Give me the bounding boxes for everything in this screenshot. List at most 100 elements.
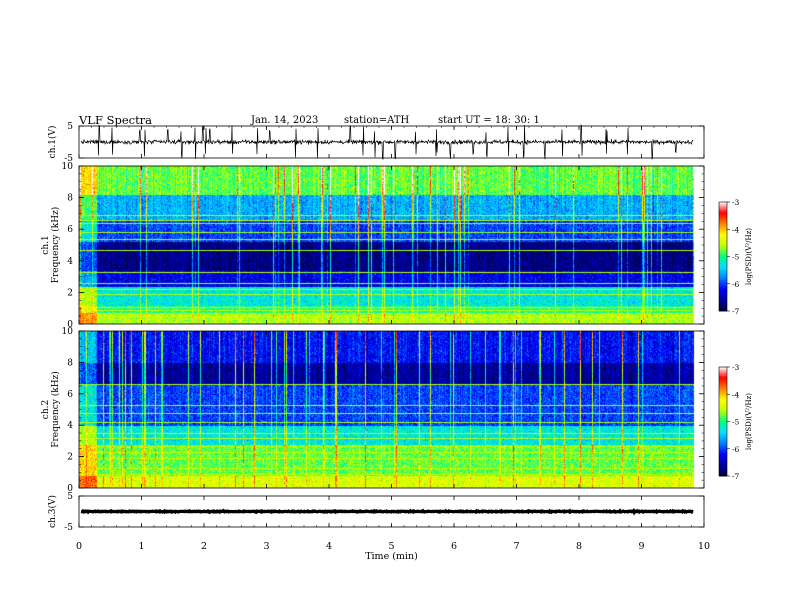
- colorbar-tick-label: -5: [732, 418, 740, 427]
- colorbar-cell: [719, 240, 727, 243]
- y-tick-label: 0: [67, 320, 73, 330]
- colorbar-cell: [719, 307, 727, 310]
- colorbar-cell: [719, 465, 727, 468]
- colorbar-cell: [719, 392, 727, 395]
- colorbar-cell: [719, 376, 727, 379]
- colorbar-cell: [719, 207, 727, 210]
- colorbar-cell: [719, 434, 727, 437]
- colorbar-cell: [719, 301, 727, 305]
- y-tick-label: 4: [67, 257, 73, 267]
- colorbar-cell: [719, 367, 727, 370]
- x-tick-label: 8: [576, 541, 582, 552]
- colorbar-cell: [719, 278, 727, 281]
- colorbar-cell: [719, 243, 727, 246]
- colorbar-cell: [719, 388, 727, 392]
- colorbar-cell: [719, 445, 727, 448]
- colorbar-cell: [719, 414, 727, 417]
- colorbar-cell: [719, 441, 727, 444]
- colorbar-cell: [719, 377, 727, 381]
- colorbar-cell: [719, 211, 727, 214]
- start-time-label: start UT = 18: 30: 1: [438, 115, 540, 126]
- colorbar-cell: [719, 370, 727, 373]
- x-tick-label: 2: [201, 541, 207, 552]
- colorbar-cell: [719, 203, 727, 207]
- x-tick-label: 10: [698, 541, 710, 552]
- colorbar-cell: [719, 221, 727, 225]
- colorbar-cell: [719, 454, 727, 457]
- colorbar-cell: [719, 450, 727, 453]
- colorbar-label: log(PSD)(V²/Hz): [745, 228, 753, 285]
- colorbar-cell: [719, 234, 727, 237]
- colorbar-cell: [719, 280, 727, 283]
- y-tick-label: 6: [67, 225, 73, 235]
- colorbar-cell: [719, 220, 727, 223]
- colorbar-cell: [719, 205, 727, 208]
- colorbar-cell: [719, 265, 727, 268]
- ch1-spectrogram-image: [79, 166, 704, 324]
- colorbar-cell: [719, 401, 727, 404]
- colorbar-label: log(PSD)(V²/Hz): [745, 393, 753, 450]
- colorbar-cell: [719, 399, 727, 402]
- y-axis-label: ch.2 Frequency (kHz): [41, 371, 61, 448]
- colorbar-cell: [719, 457, 727, 461]
- colorbar-cell: [719, 229, 727, 232]
- colorbar-cell: [719, 231, 727, 234]
- colorbar-cell: [719, 247, 727, 250]
- colorbar-cell: [719, 425, 727, 428]
- colorbar-cell: [719, 232, 727, 236]
- colorbar-cell: [719, 406, 727, 410]
- colorbar-cell: [719, 470, 727, 473]
- colorbar-cell: [719, 426, 727, 430]
- colorbar-cell: [719, 241, 727, 245]
- colorbar-cell: [719, 285, 727, 288]
- y-tick-label: 6: [67, 390, 73, 400]
- colorbar-cell: [719, 417, 727, 421]
- y-tick-label: -5: [64, 154, 73, 164]
- colorbar-cell: [719, 432, 727, 435]
- colorbar-cell: [719, 412, 727, 415]
- colorbar-cell: [719, 227, 727, 230]
- colorbar-cell: [719, 261, 727, 265]
- colorbar-tick-label: -6: [732, 280, 740, 289]
- colorbar-cell: [719, 274, 727, 277]
- colorbar-cell: [719, 397, 727, 401]
- x-tick-label: 4: [326, 541, 332, 552]
- colorbar-cell: [719, 212, 727, 216]
- colorbar-cell: [719, 276, 727, 279]
- x-tick-label: 1: [138, 541, 144, 552]
- colorbar-cell: [719, 272, 727, 276]
- y-tick-label: 8: [67, 194, 73, 204]
- colorbar-tick-label: -3: [732, 198, 740, 207]
- y-axis-label: ch.3(V): [47, 495, 58, 528]
- colorbar-cell: [719, 209, 727, 212]
- colorbar-cell: [719, 394, 727, 397]
- colorbar-cell: [719, 456, 727, 459]
- ch1-trace: [80, 124, 694, 160]
- colorbar-cell: [719, 410, 727, 413]
- colorbar-cell: [719, 390, 727, 393]
- x-tick-label: 7: [513, 541, 519, 552]
- figure-title: VLF Spectra: [79, 113, 153, 127]
- colorbar-tick-label: -4: [732, 390, 740, 399]
- y-axis-label-line: Frequency (kHz): [50, 207, 61, 284]
- x-tick-label: 3: [263, 541, 269, 552]
- colorbar-cell: [719, 459, 727, 462]
- colorbar-cell: [719, 405, 727, 408]
- colorbar-cell: [719, 283, 727, 286]
- y-tick-label: 10: [62, 162, 74, 172]
- colorbar-cell: [719, 421, 727, 424]
- colorbar-tick-label: -3: [732, 363, 740, 372]
- colorbar-cell: [719, 300, 727, 303]
- colorbar-cell: [719, 436, 727, 439]
- colorbar-cell: [719, 448, 727, 451]
- y-tick-label: 2: [67, 288, 73, 298]
- colorbar-cell: [719, 403, 727, 406]
- y-tick-label: 5: [67, 122, 73, 132]
- colorbar-label-text: log(PSD)(V²/Hz): [745, 393, 753, 450]
- colorbar-cell: [719, 437, 727, 441]
- y-axis-label-line: ch.1(V): [47, 126, 58, 159]
- colorbar-tick-label: -4: [732, 225, 740, 234]
- colorbar-cell: [719, 294, 727, 297]
- colorbar-cell: [719, 223, 727, 227]
- x-axis-label: Time (min): [365, 551, 418, 562]
